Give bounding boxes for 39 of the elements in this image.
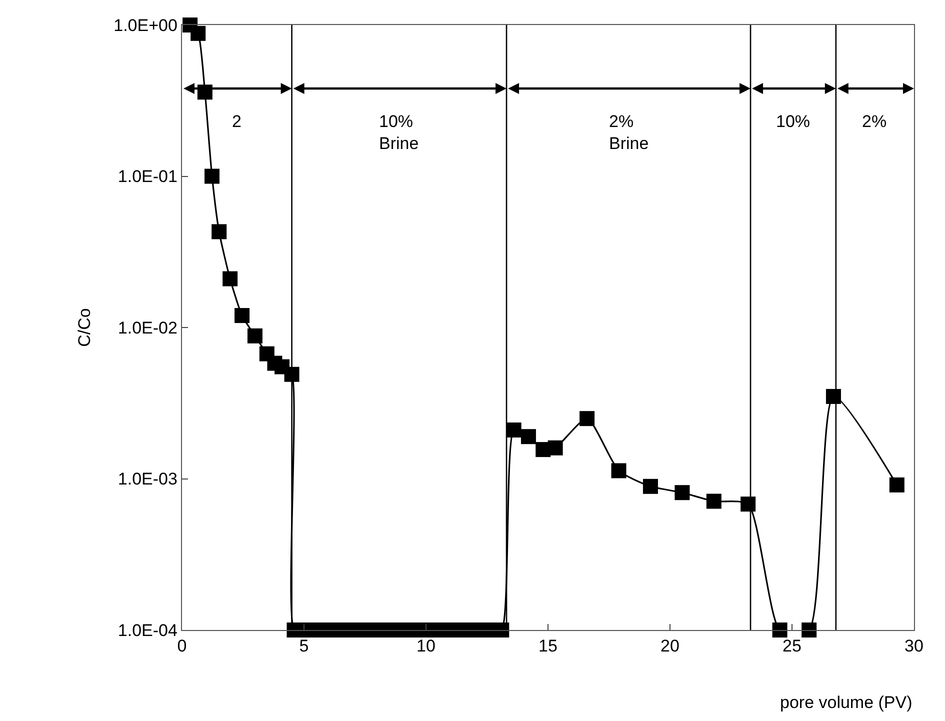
y-tick-label: 1.0E-02 <box>118 318 178 338</box>
annotation: 10% Brine <box>379 112 419 154</box>
point <box>706 494 722 509</box>
x-axis-title: pore volume (PV) <box>780 693 912 712</box>
point <box>802 622 817 638</box>
annotation: 10% <box>776 112 810 131</box>
x-tick-label: 30 <box>904 636 924 656</box>
point <box>190 26 206 41</box>
y-axis-title: C/Co <box>75 308 94 347</box>
point <box>212 224 227 240</box>
point <box>506 422 522 438</box>
point <box>520 429 536 444</box>
point <box>674 485 690 500</box>
x-tick-label: 20 <box>660 636 680 656</box>
point <box>642 478 658 494</box>
point <box>826 388 841 404</box>
point <box>222 271 238 286</box>
point <box>204 168 220 184</box>
point <box>889 477 904 492</box>
point <box>247 328 262 344</box>
point <box>580 411 595 426</box>
x-tick-label: 10 <box>416 636 436 656</box>
x-tick-label: 15 <box>538 636 558 656</box>
x-tick-label: 5 <box>299 636 309 656</box>
annotation: 2 <box>232 112 242 131</box>
point <box>611 463 626 478</box>
point <box>548 440 563 456</box>
annotation: 2% <box>862 112 887 131</box>
point <box>234 308 250 324</box>
point <box>740 496 756 512</box>
point <box>284 366 300 382</box>
point <box>772 622 788 638</box>
y-tick-label: 1.0E-04 <box>118 620 178 640</box>
x-tick-label: 25 <box>782 636 802 656</box>
annotation: 2% Brine <box>609 112 649 154</box>
y-tick-label: 1.0E+00 <box>114 16 178 35</box>
x-tick-label: 0 <box>177 636 187 656</box>
y-tick-label: 1.0E-03 <box>118 470 178 489</box>
y-tick-label: 1.0E-01 <box>118 167 178 186</box>
